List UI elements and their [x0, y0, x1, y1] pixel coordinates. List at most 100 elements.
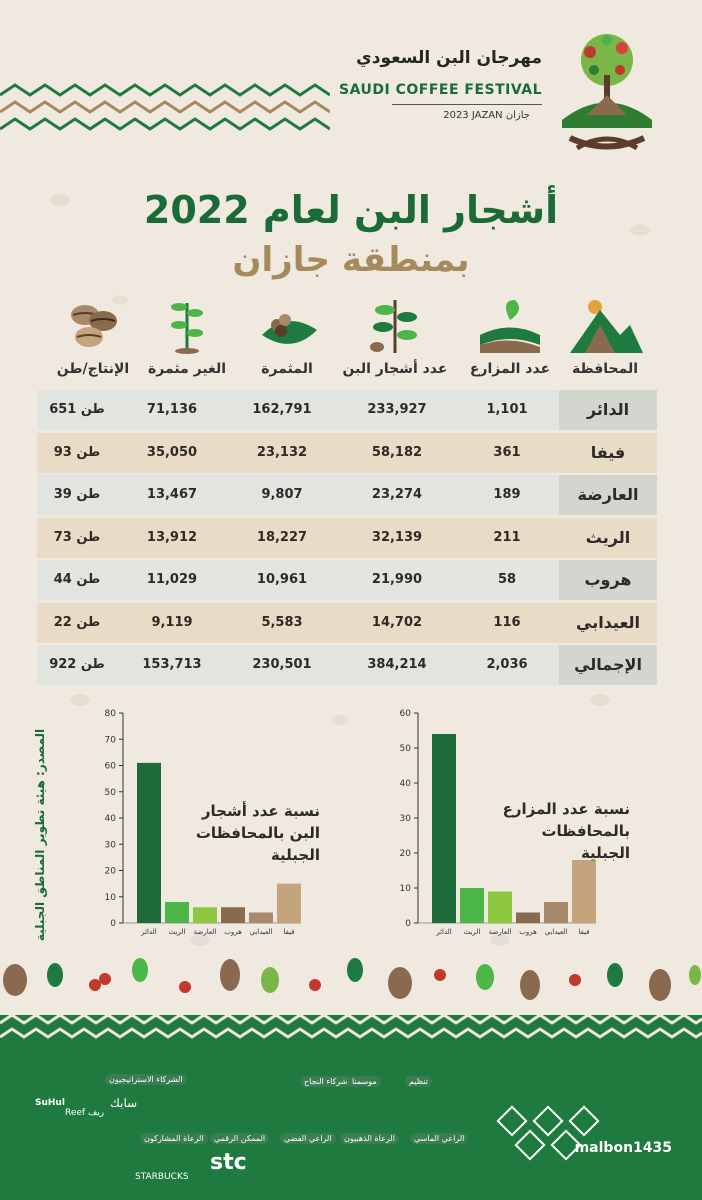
- farms-cell: 211: [493, 529, 521, 545]
- social-handle: malbon1435: [574, 1140, 672, 1156]
- y-tick-label: 40: [105, 814, 117, 824]
- tag-digital: الممكن الرقمي: [210, 1133, 270, 1144]
- farms-cell: 2,036: [486, 657, 528, 672]
- farms-cell: 1,101: [486, 402, 528, 417]
- governorate-cell: فيفا: [559, 432, 657, 473]
- tag-organizer: تنظيم: [405, 1076, 432, 1087]
- brand-reef: Reef ريف: [65, 1108, 105, 1118]
- bar-5: [277, 883, 301, 923]
- x-tick-label: العارضة: [194, 928, 217, 936]
- fruitful-cell: 18,227: [256, 529, 308, 545]
- fruitful-cell: 23,132: [256, 444, 308, 460]
- farm-field-icon: [480, 300, 540, 353]
- nonfruitful-cell: 71,136: [146, 402, 198, 417]
- y-tick-label: 50: [105, 788, 117, 798]
- bar-3: [516, 912, 540, 923]
- top-zigzag-pattern: [0, 83, 330, 131]
- coffee-plant-icon: [370, 300, 417, 353]
- fruitful-cell: 9,807: [261, 487, 303, 502]
- trees-share-chart: 0 10 20 30 40 50 60 70 80 الدائر الريث العارضة هروب ا…: [95, 705, 335, 945]
- column-header-trees: عدد أشجار البن: [340, 295, 450, 377]
- nonfruitful-cell: 35,050: [146, 444, 198, 460]
- y-tick-label: 30: [105, 840, 117, 850]
- tag-silver: الراعي الفضي: [280, 1133, 336, 1144]
- trees-cell: 58,182: [371, 444, 423, 460]
- table-row: العيدابي 116 14,702 5,583 9,119 22 طن: [37, 602, 657, 643]
- x-tick-label: العيدابي: [250, 928, 273, 936]
- trees-chart-title: نسبة عدد أشجار البن بالمحافظات الجبلية: [195, 802, 320, 864]
- bar-2: [488, 891, 512, 923]
- fruitful-cell: 230,501: [252, 657, 312, 672]
- column-header-farms: عدد المزارع: [455, 295, 565, 377]
- y-tick-label: 30: [400, 814, 412, 824]
- logo-arabic-title: مهرجان البن السعودي: [356, 48, 542, 68]
- brand-stc: stc: [210, 1150, 247, 1175]
- brand-suhul: SuHul: [35, 1098, 65, 1108]
- coffee-beans-icon: [71, 305, 117, 347]
- y-tick-label: 0: [405, 919, 411, 929]
- farms-share-chart: 0 10 20 30 40 50 60 الدائر الريث العارضة هروب العيد…: [390, 705, 630, 945]
- table-row: الريث 211 32,139 18,227 13,912 73 طن: [37, 517, 657, 558]
- y-tick-label: 80: [105, 709, 117, 719]
- column-header-nonfruitful: الغير مثمرة: [132, 295, 242, 377]
- farms-cell: 58: [497, 572, 517, 587]
- table-row: هروب 58 21,990 10,961 11,029 44 طن: [37, 560, 657, 600]
- mountain-icon: [570, 300, 643, 353]
- brand-starbucks: STARBUCKS: [135, 1172, 189, 1182]
- bar-1: [165, 902, 189, 923]
- governorate-cell: الإجمالي: [559, 645, 657, 685]
- production-cell: 922 طن: [49, 657, 105, 672]
- y-tick-label: 10: [105, 893, 117, 903]
- tag-partners: شركاء النجاح: [300, 1076, 352, 1087]
- nonfruitful-cell: 11,029: [146, 572, 198, 587]
- table-row: الدائر 1,101 233,927 162,791 71,136 651 طن: [37, 390, 657, 430]
- trees-cell: 233,927: [367, 402, 427, 417]
- y-tick-label: 40: [400, 779, 412, 789]
- governorate-cell: العارضة: [559, 475, 657, 515]
- page-subtitle: بمنطقة جازان: [232, 240, 470, 280]
- farms-cell: 189: [493, 487, 521, 502]
- table-row: الإجمالي 2,036 384,214 230,501 153,713 922 طن: [37, 645, 657, 685]
- tag-cosponsors: الرعاة المشاركون: [140, 1133, 208, 1144]
- x-tick-label: هروب: [224, 928, 242, 936]
- x-tick-label: هروب: [519, 928, 537, 936]
- y-tick-label: 60: [105, 762, 117, 772]
- farms-chart-title: نسبة عدد المزارع بالمحافظات الجبلية: [502, 800, 630, 862]
- y-tick-label: 50: [400, 744, 412, 754]
- x-tick-label: العارضة: [489, 928, 512, 936]
- governorate-cell: الدائر: [559, 390, 657, 430]
- production-cell: 39 طن: [53, 487, 101, 502]
- y-tick-label: 10: [400, 884, 412, 894]
- column-header-governorate: المحافظة: [550, 295, 660, 377]
- governorate-cell: هروب: [559, 560, 657, 600]
- sponsors-area: تنظيم موسمنا شركاء النجاح الشركاء الاستر…: [30, 1068, 470, 1188]
- x-tick-label: فيفا: [578, 928, 589, 936]
- column-header-fruitful: المثمرة: [232, 295, 342, 377]
- production-cell: 651 طن: [49, 402, 105, 417]
- coffee-tree-logo-icon: [562, 34, 652, 151]
- x-tick-label: العيدابي: [545, 928, 568, 936]
- x-tick-label: الريث: [464, 928, 481, 936]
- bar-1: [460, 888, 484, 923]
- bar-4: [249, 912, 273, 923]
- table-row: فيفا 361 58,182 23,132 35,050 93 طن: [37, 432, 657, 473]
- logo-english-title: SAUDI COFFEE FESTIVAL: [339, 82, 542, 98]
- governorate-cell: الريث: [559, 517, 657, 558]
- trees-cell: 23,274: [371, 487, 423, 502]
- nonfruitful-cell: 13,467: [146, 487, 198, 502]
- trees-cell: 32,139: [371, 529, 423, 545]
- bar-3: [221, 907, 245, 923]
- bar-0: [432, 734, 456, 923]
- table-row: العارضة 189 23,274 9,807 13,467 39 طن: [37, 475, 657, 515]
- y-tick-label: 20: [400, 849, 412, 859]
- x-tick-label: فيفا: [283, 928, 294, 936]
- coffee-cherries-icon: [262, 314, 317, 344]
- tag-season: موسمنا: [348, 1076, 381, 1087]
- brand-sabic: سابك: [110, 1096, 138, 1110]
- production-cell: 44 طن: [53, 572, 101, 587]
- bar-2: [193, 907, 217, 923]
- governorate-cell: العيدابي: [559, 602, 657, 643]
- y-tick-label: 0: [110, 919, 116, 929]
- nonfruitful-cell: 9,119: [151, 614, 193, 630]
- tag-gold: الرعاة الذهبيون: [340, 1133, 399, 1144]
